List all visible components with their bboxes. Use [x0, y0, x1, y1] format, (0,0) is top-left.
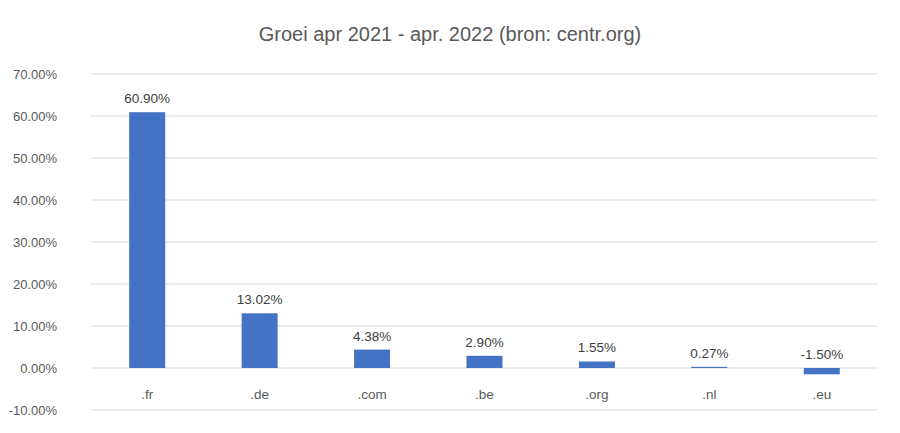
bar: [579, 361, 615, 368]
y-tick-label: 40.00%: [13, 193, 58, 208]
y-tick-label: 70.00%: [13, 67, 58, 82]
bar: [242, 313, 278, 368]
data-label: 4.38%: [353, 329, 391, 344]
chart-svg: Groei apr 2021 - apr. 2022 (bron: centr.…: [0, 0, 900, 433]
data-label: 2.90%: [465, 335, 503, 350]
x-tick-label: .nl: [702, 387, 716, 402]
y-tick-label: 50.00%: [13, 151, 58, 166]
data-label: 0.27%: [690, 346, 728, 361]
grid-line: [91, 158, 878, 159]
x-tick-label: .com: [357, 387, 386, 402]
x-tick-label: .de: [250, 387, 269, 402]
labels: 60.90% .fr 13.02% .de 4.38% .com 2.90% .be 1.55%…: [124, 91, 843, 402]
bar: [691, 367, 727, 368]
bars: [129, 112, 840, 374]
data-label: -1.50%: [800, 347, 843, 362]
y-tick-label: 30.00%: [13, 235, 58, 250]
grid-line: [91, 200, 878, 201]
x-tick-label: .be: [475, 387, 494, 402]
x-tick-label: .eu: [812, 387, 831, 402]
data-label: 13.02%: [237, 292, 283, 307]
x-tick-label: .fr: [141, 387, 154, 402]
chart-title: Groei apr 2021 - apr. 2022 (bron: centr.…: [259, 23, 641, 45]
bar: [354, 350, 390, 368]
grid-line: [91, 74, 878, 75]
chart-container: Groei apr 2021 - apr. 2022 (bron: centr.…: [0, 0, 900, 433]
data-label: 60.90%: [124, 91, 170, 106]
grid-line: [91, 326, 878, 327]
bar: [804, 368, 840, 374]
y-tick-label: 60.00%: [13, 109, 58, 124]
y-tick-label: -10.00%: [9, 403, 58, 418]
grid-line: [91, 410, 878, 411]
bar: [467, 356, 503, 368]
y-tick-label: 0.00%: [20, 361, 57, 376]
grid-line: [91, 242, 878, 243]
grid: [91, 74, 878, 410]
x-tick-label: .org: [585, 387, 608, 402]
data-label: 1.55%: [578, 340, 616, 355]
y-tick-label: 20.00%: [13, 277, 58, 292]
grid-line: [91, 116, 878, 117]
grid-line: [91, 284, 878, 285]
bar: [129, 112, 165, 368]
y-tick-label: 10.00%: [13, 319, 58, 334]
